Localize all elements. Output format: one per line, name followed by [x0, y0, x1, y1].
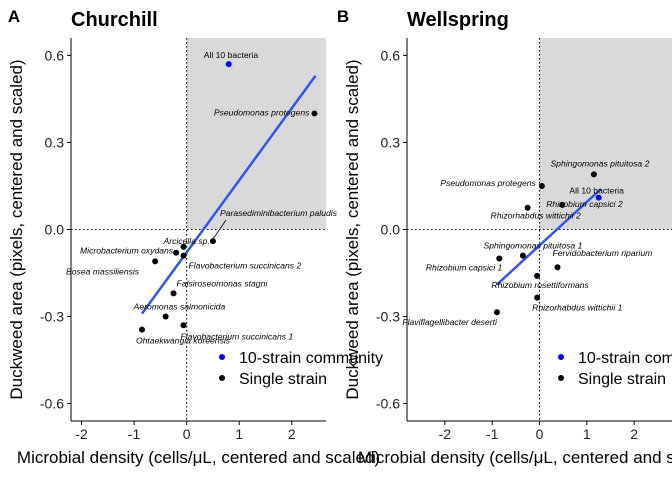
x-tick-label: 1 — [235, 426, 243, 442]
shaded-quadrant — [539, 38, 672, 230]
data-point — [180, 243, 187, 250]
data-point — [493, 309, 500, 316]
point-label: Ohtaekwangia koreensis — [136, 336, 231, 346]
point-label: Pseudomonas protegens — [214, 107, 310, 117]
point-label: Flavobacterium succinicans 1 — [181, 331, 294, 341]
legend-marker — [219, 375, 225, 381]
panel-label: A — [8, 7, 20, 26]
y-tick-label: -0.6 — [376, 396, 400, 412]
point-label: Flaviflagellibacter deserti — [402, 317, 498, 327]
y-tick-label: 0.0 — [45, 222, 65, 238]
data-point — [162, 313, 169, 320]
point-label: Microbacterium oxydans — [80, 246, 174, 256]
regression-line — [140, 74, 317, 315]
data-point — [559, 201, 566, 208]
y-tick-label: -0.6 — [40, 396, 64, 412]
y-tick-label: -0.3 — [40, 309, 64, 325]
y-tick-label: 0.0 — [381, 222, 401, 238]
panel-wellspring: -0.6 -0.3 0.0 0.3 0.6 -2 -1 0 1 2 Microbial densit… — [337, 7, 672, 467]
legend-label: Single strain — [578, 371, 666, 388]
y-axis-label: Duckweed area (pixels, centered and scal… — [343, 59, 362, 399]
data-point — [595, 194, 602, 201]
x-tick-label: 0 — [536, 426, 544, 442]
point-label: Bosea massiliensis — [66, 266, 140, 276]
panel-title: Churchill — [71, 9, 158, 31]
x-tick-label: -2 — [75, 426, 88, 442]
legend-label: 10-strain community — [239, 350, 383, 367]
data-point — [225, 61, 232, 68]
x-tick-label: 1 — [583, 426, 591, 442]
data-point — [138, 326, 145, 333]
data-point — [496, 255, 503, 262]
data-point — [538, 182, 545, 189]
legend-marker — [558, 354, 564, 360]
point-label: Falsiroseomonas stagni — [177, 278, 269, 288]
point-label: Arcicella sp. — [163, 236, 210, 246]
x-tick-label: 2 — [630, 426, 638, 442]
point-label: Pseudomonas protegens — [440, 178, 536, 188]
point-label: Flavobacterium succinicans 2 — [189, 261, 302, 271]
y-axis-label: Duckweed area (pixels, centered and scal… — [7, 59, 26, 399]
x-axis-label: Microbial density (cells/μL, centered an… — [358, 448, 672, 467]
point-label: Rhizobium rosettiformans — [491, 280, 589, 290]
y-tick-label: 0.6 — [45, 47, 65, 63]
point-label: Aeromonas salmonicida — [133, 302, 226, 312]
point-label: Rhizorhabdus wittichii 1 — [532, 303, 622, 313]
y-tick-label: 0.3 — [45, 134, 65, 150]
data-point — [590, 171, 597, 178]
point-label: Rhizobium capsici 2 — [546, 199, 623, 209]
label-leader-line — [212, 219, 227, 240]
x-tick-label: -2 — [439, 426, 452, 442]
point-label: Fervidobacterium riparium — [552, 248, 652, 258]
legend-label: 10-strain community — [578, 350, 672, 367]
panel-label: B — [337, 7, 349, 26]
x-tick-label: -1 — [486, 426, 499, 442]
point-label: All 10 bacteria — [204, 50, 259, 60]
point-label: Parasediminibacterium paludis — [220, 208, 338, 218]
data-point — [180, 252, 187, 259]
data-point — [519, 252, 526, 259]
data-point — [524, 204, 531, 211]
data-point — [152, 258, 159, 265]
y-tick-label: 0.6 — [381, 47, 401, 63]
x-axis-label: Microbial density (cells/μL, centered an… — [17, 448, 380, 467]
x-tick-label: 0 — [183, 426, 191, 442]
legend-label: Single strain — [239, 371, 327, 388]
data-point — [554, 264, 561, 271]
legend-wellspring: 10-strain community Single strain — [558, 350, 672, 388]
legend-churchill: 10-strain community Single strain — [219, 350, 383, 388]
legend-marker — [558, 375, 564, 381]
point-label: Rhizobium capsici 1 — [426, 263, 503, 273]
data-point — [534, 272, 541, 279]
data-point — [209, 238, 216, 245]
data-point — [170, 290, 177, 297]
point-label: Rhizorhabdus wittichii 2 — [491, 211, 581, 221]
point-label: Sphingomonas pituitosa 1 — [483, 241, 582, 251]
data-point — [534, 294, 541, 301]
data-point — [311, 110, 318, 117]
y-tick-label: 0.3 — [381, 134, 401, 150]
data-point — [180, 322, 187, 329]
shaded-quadrant — [186, 38, 326, 230]
panel-title: Wellspring — [407, 9, 509, 31]
x-tick-label: 2 — [288, 426, 296, 442]
regression-line — [496, 187, 602, 286]
panel-churchill: -0.6 -0.3 0.0 0.3 0.6 -2 -1 0 1 2 Microbial densit… — [7, 7, 380, 467]
legend-marker — [219, 354, 225, 360]
data-point — [173, 249, 180, 256]
y-tick-label: -0.3 — [376, 309, 400, 325]
point-label: Sphingomonas pituitosa 2 — [550, 158, 649, 168]
x-tick-label: -1 — [128, 426, 141, 442]
point-label: All 10 bacteria — [569, 186, 624, 196]
